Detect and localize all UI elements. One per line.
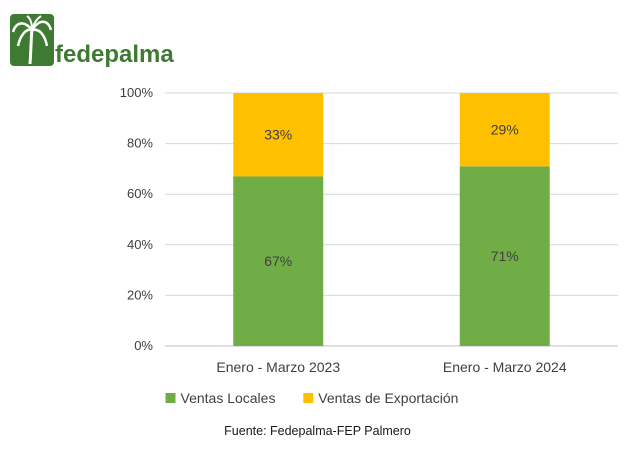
y-tick-label: 100% (120, 85, 154, 100)
x-category-label: Enero - Marzo 2024 (443, 359, 567, 375)
bar-segment (233, 93, 324, 177)
y-tick-label: 0% (134, 338, 153, 353)
logo-text: fedepalma (55, 41, 174, 68)
legend-swatch (165, 393, 176, 403)
gridlines (165, 92, 618, 347)
y-tick-label: 60% (127, 186, 153, 201)
bars: 67% 33% 71% 29% (233, 93, 550, 346)
legend-label: Ventas de Exportación (318, 390, 458, 406)
data-label: 71% (491, 248, 519, 264)
data-label: 29% (491, 122, 519, 138)
y-axis-ticks: 0% 20% 40% 60% 80% 100% (120, 85, 154, 353)
fedepalma-logo: fedepalma (10, 14, 174, 68)
source-note: Fuente: Fedepalma-FEP Palmero (224, 424, 411, 438)
bar-segment (459, 166, 550, 346)
y-tick-label: 80% (127, 136, 153, 151)
palm-tree-icon (10, 14, 54, 66)
data-label: 67% (264, 253, 292, 269)
stacked-bar-chart: 0% 20% 40% 60% 80% 100% 67% 33% 71% 29% Enero - … (120, 85, 618, 406)
bar-segment (233, 176, 324, 346)
x-axis-categories: Enero - Marzo 2023 Enero - Marzo 2024 (216, 359, 566, 375)
legend-swatch (303, 393, 314, 403)
bar-segment (459, 93, 550, 167)
y-tick-label: 20% (127, 287, 153, 302)
x-category-label: Enero - Marzo 2023 (216, 359, 340, 375)
legend: Ventas Locales Ventas de Exportación (165, 390, 458, 406)
y-tick-label: 40% (127, 237, 153, 252)
legend-label: Ventas Locales (181, 390, 276, 406)
data-label: 33% (264, 127, 292, 143)
